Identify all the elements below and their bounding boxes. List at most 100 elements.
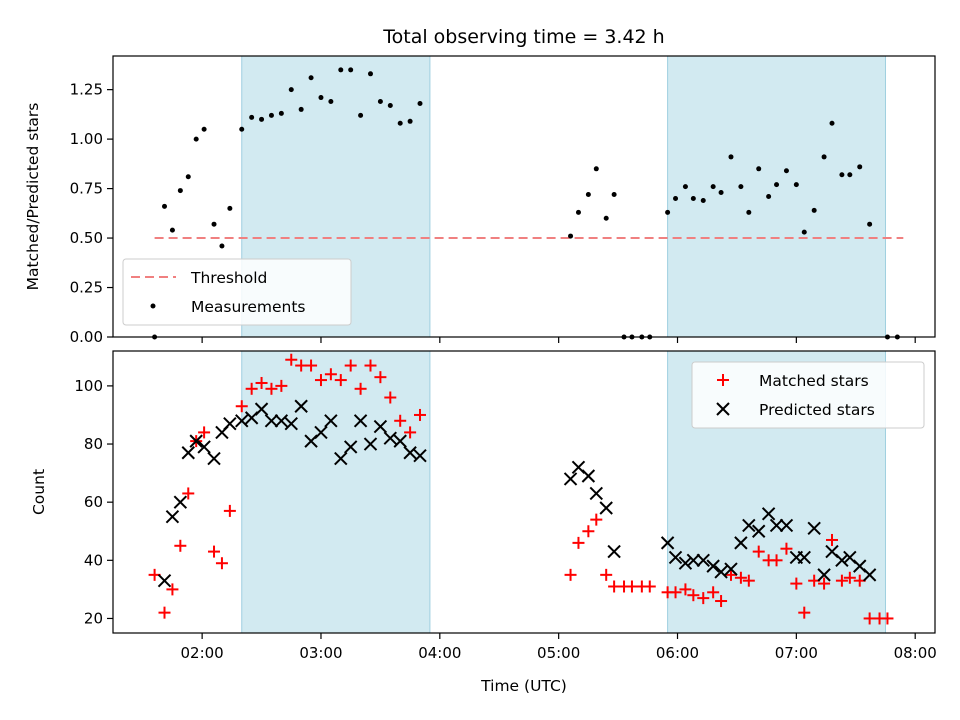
bottom-legend-box	[691, 361, 925, 429]
measurement-point	[783, 168, 789, 174]
predicted-star-point	[235, 414, 249, 428]
measurement-point	[766, 194, 772, 199]
legend-predicted-swatch	[716, 402, 730, 416]
matched-star-point	[669, 586, 682, 599]
x-tick-label: 08:00	[894, 644, 937, 662]
top-legend: Threshold Measurements	[122, 258, 352, 326]
matched-star-point	[394, 414, 407, 427]
matched-star-point	[255, 376, 268, 389]
predicted-star-point	[383, 431, 398, 445]
bottom-y-ticks: 20 40 60 80 100	[74, 377, 113, 627]
measurement-point	[811, 207, 817, 213]
predicted-star-point	[797, 550, 811, 565]
matched-star-point	[790, 577, 803, 590]
measurement-point	[193, 136, 199, 142]
x-tick-label: 05:00	[537, 644, 580, 662]
predicted-star-point	[862, 568, 877, 582]
top-shaded-interval-2	[667, 55, 886, 338]
measurement-point	[318, 95, 324, 101]
x-axis-label: Time (UTC)	[480, 677, 567, 695]
bottom-x-ticks: 02:00 03:00 04:00 05:00 06:00 07:00 08:00	[181, 633, 937, 662]
matched-star-point	[697, 592, 710, 605]
predicted-star-point	[157, 573, 172, 588]
measurement-point	[682, 184, 688, 190]
measurement-point	[377, 99, 383, 105]
top-y-tick-label: 0.25	[70, 279, 103, 297]
top-y-tick-label: 1.00	[70, 130, 103, 148]
matched-star-point	[687, 589, 700, 602]
matched-star-point	[158, 606, 171, 619]
predicted-stars-points	[157, 399, 877, 588]
measurement-point	[665, 209, 671, 215]
predicted-star-point	[752, 524, 766, 538]
matched-stars-points	[148, 353, 894, 625]
matched-star-point	[600, 568, 613, 581]
predicted-star-point	[264, 414, 279, 428]
top-y-tick-label: 0.00	[70, 328, 103, 346]
predicted-star-point	[413, 448, 427, 463]
legend-matched-label: Matched stars	[759, 372, 869, 390]
matched-star-point	[314, 374, 327, 387]
bottom-axes-frame	[112, 350, 936, 634]
matched-star-point	[715, 595, 728, 608]
measurement-point	[278, 110, 284, 116]
bottom-y-tick-label: 100	[74, 377, 103, 395]
top-y-tick-label: 0.75	[70, 180, 103, 198]
top-y-axis-label: Matched/Predicted stars	[24, 103, 42, 291]
measurement-point	[161, 203, 167, 209]
top-y-tick-label: 1.25	[70, 81, 103, 99]
measurement-point	[268, 112, 274, 118]
predicted-star-point	[599, 501, 613, 515]
x-tick-label: 02:00	[181, 644, 224, 662]
measurement-point	[774, 182, 780, 188]
predicted-star-point	[274, 414, 289, 428]
matched-star-point	[374, 371, 387, 384]
predicted-star-point	[779, 518, 794, 533]
measurement-point	[358, 112, 364, 118]
measurement-point	[839, 172, 845, 178]
measurement-point	[328, 99, 334, 105]
measurement-point	[700, 197, 706, 203]
x-tick-label: 03:00	[299, 644, 342, 662]
measurement-point	[575, 209, 581, 215]
predicted-star-point	[706, 559, 720, 573]
predicted-star-point	[581, 469, 596, 483]
bottom-legend: Matched stars Predicted stars	[691, 361, 925, 429]
matched-star-point	[742, 574, 755, 587]
measurement-point	[710, 184, 716, 190]
measurement-points	[152, 67, 900, 340]
chart-title: Total observing time = 3.42 h	[382, 26, 664, 48]
matched-star-point	[245, 382, 258, 395]
measurement-point	[169, 227, 175, 233]
measurement-point	[227, 205, 233, 211]
measurement-point	[585, 192, 591, 198]
matched-star-point	[305, 359, 318, 372]
matched-star-point	[384, 391, 397, 404]
measurement-point	[249, 114, 255, 120]
predicted-star-point	[393, 434, 407, 448]
x-tick-label: 06:00	[656, 644, 699, 662]
predicted-star-point	[314, 425, 328, 440]
matched-star-point	[354, 382, 367, 395]
bottom-y-tick-label: 40	[84, 551, 103, 569]
legend-measurements-label: Measurements	[191, 298, 306, 316]
bottom-y-axis-label: Count	[30, 469, 48, 515]
predicted-star-point	[668, 550, 683, 565]
legend-measurements-swatch	[150, 303, 156, 309]
matched-star-point	[414, 408, 427, 421]
measurement-point	[259, 116, 265, 122]
measurement-point	[847, 172, 853, 178]
predicted-star-point	[373, 419, 388, 434]
bottom-y-tick-label: 20	[84, 609, 103, 627]
predicted-star-point	[343, 440, 358, 454]
matched-star-point	[679, 583, 692, 596]
predicted-star-point	[173, 495, 188, 509]
measurement-point	[219, 243, 225, 249]
measurement-point	[367, 71, 373, 77]
matched-star-point	[182, 487, 195, 500]
measurement-point	[718, 190, 724, 196]
matched-star-point	[798, 606, 811, 619]
measurement-point	[338, 67, 344, 73]
measurement-point	[746, 209, 752, 215]
